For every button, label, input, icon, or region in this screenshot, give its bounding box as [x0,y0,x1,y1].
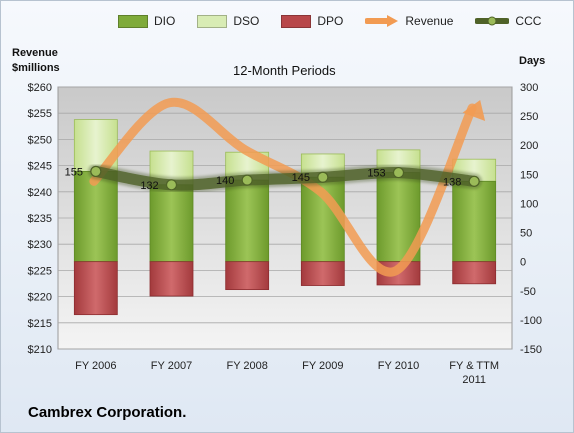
legend: DIO DSO DPO Revenue CCC [118,14,563,28]
y-left-title-line2: $millions [12,62,60,74]
dio-bar [452,180,497,263]
legend-swatch-dso [197,14,228,28]
legend-swatch-revenue [365,15,399,27]
x-tick-label: FY 2006 [75,360,116,372]
y-right-tick-label: 0 [520,257,526,269]
ccc-data-label: 138 [443,176,461,188]
ccc-point [392,166,405,179]
y-left-title-line1: Revenue [12,47,58,59]
y-left-title: Revenue $millions [12,46,60,76]
y-left-tick-label: $260 [28,82,52,94]
ccc-point [241,174,253,186]
y-left-tick-label: $225 [28,265,52,277]
legend-item-revenue: Revenue [365,14,453,28]
y-right-tick-label: 200 [520,140,538,152]
ccc-point [468,175,480,187]
y-left-tick-label: $210 [28,344,52,356]
legend-item-ccc: CCC [475,14,541,28]
dpo-bar [225,261,270,291]
dpo-bar [73,261,118,316]
x-tick-label: FY 2007 [151,360,192,372]
ccc-data-label: 132 [140,180,158,192]
legend-label-dso: DSO [233,14,260,28]
ccc-data-label: 155 [65,166,83,178]
y-left-tick-label: $255 [28,108,52,120]
legend-label-dpo: DPO [317,14,344,28]
legend-swatch-ccc [475,16,510,26]
y-left-tick-label: $235 [28,213,52,225]
y-left-tick-label: $230 [28,239,52,251]
legend-label-revenue: Revenue [405,14,454,28]
x-tick-label: FY 2008 [226,360,267,372]
legend-swatch-dpo [281,14,312,28]
x-tick-label: 2011 [462,374,486,386]
dpo-bar [452,261,497,285]
legend-item-dpo: DPO [281,14,343,28]
y-right-tick-label: -50 [520,286,536,298]
y-left-tick-label: $250 [28,134,52,146]
y-right-tick-label: 250 [520,111,538,123]
ccc-line [90,165,480,191]
ccc-point [165,179,178,191]
dpo-bar [149,261,194,297]
y-left-tick-label: $215 [28,318,52,330]
ccc-data-label: 145 [292,172,310,184]
y-right-tick-label: 100 [520,198,538,210]
legend-swatch-dio [118,14,148,28]
dio-bar [225,179,270,263]
y-right-tick-label: 300 [520,82,538,94]
ccc-point [317,171,329,183]
x-tick-label: FY 2009 [302,360,343,372]
legend-item-dio: DIO [118,14,175,28]
y-right-tick-label: -100 [520,315,542,327]
chart-subtitle: 12-Month Periods [233,63,336,78]
dpo-bar [300,261,345,286]
x-tick-label: FY & TTM [449,360,499,372]
legend-item-dso: DSO [197,14,259,28]
y-right-title: Days [519,55,546,67]
legend-label-ccc: CCC [515,14,542,28]
revenue-arrowhead [462,99,486,122]
y-left-tick-label: $245 [28,161,52,173]
y-left-tick-label: $240 [28,187,52,199]
ccc-data-label: 153 [367,168,385,180]
company-name: Cambrex Corporation. [28,404,187,421]
ccc-data-label: 140 [216,175,234,187]
y-left-tick-label: $220 [28,292,52,304]
x-tick-label: FY 2010 [378,360,419,372]
legend-label-dio: DIO [154,14,176,28]
dio-bar [73,171,118,263]
y-right-tick-label: 150 [520,169,538,181]
ccc-point [90,165,102,178]
y-right-tick-label: -150 [520,344,542,356]
y-right-tick-label: 50 [520,228,532,240]
dio-bar [149,184,194,263]
